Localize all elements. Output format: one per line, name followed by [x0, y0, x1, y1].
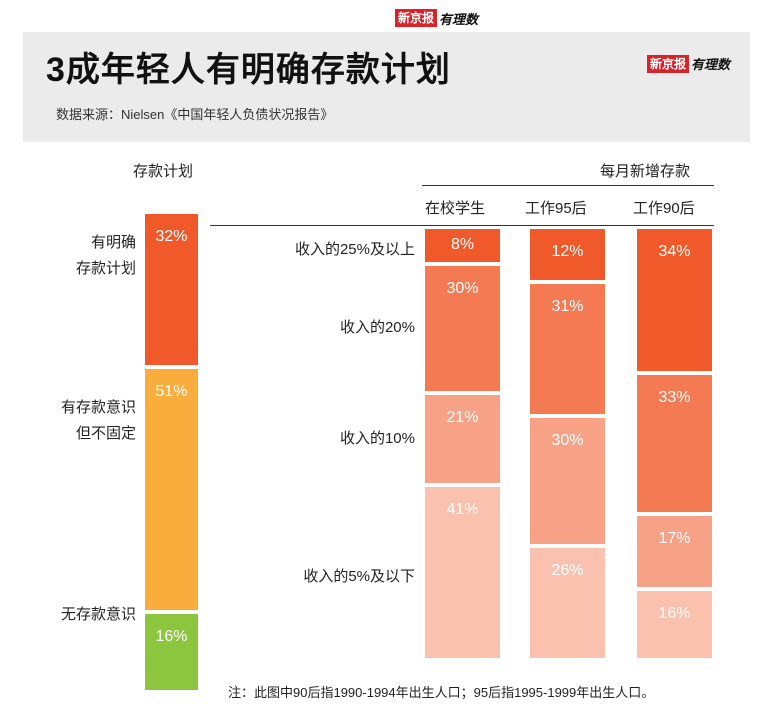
group-1-value-label-2: 30% [551, 432, 584, 450]
left-chart-heading: 存款计划 [133, 163, 194, 180]
group-label-2: 工作90后 [633, 200, 695, 217]
group-1-segment-2: 30% [530, 418, 605, 545]
brand-logo-script: 有理数 [439, 12, 479, 28]
group-1-segment-1: 31% [530, 283, 605, 415]
brand-logo-box: 新京报 [646, 54, 689, 73]
group-2-value-label-2: 17% [658, 530, 691, 548]
group-0-value-label-3: 41% [446, 501, 479, 519]
group-1-value-label-3: 26% [551, 562, 584, 580]
group-label-0: 在校学生 [425, 200, 486, 217]
right-chart-heading: 每月新增存款 [600, 163, 691, 180]
left-category-label-1: 有存款意识 但不固定 [36, 395, 136, 447]
left-bar-segment-0: 32% [145, 214, 198, 366]
left-bar-value-label-1: 51% [155, 383, 188, 401]
left-category-line: 有明确 [90, 234, 136, 251]
group-2-value-label-0: 34% [658, 243, 691, 260]
group-2-segment-1: 33% [637, 374, 712, 513]
group-0-segment-1: 30% [425, 266, 500, 392]
heading-rule [422, 185, 714, 186]
group-0-segment-2: 21% [425, 395, 500, 484]
group-1-value-label-0: 12% [551, 243, 584, 260]
brand-logo-box: 新京报 [395, 9, 438, 27]
group-2-value-label-1: 33% [658, 388, 691, 406]
left-category-line: 有存款意识 [60, 399, 136, 416]
brand-logo-script: 有理数 [690, 58, 730, 73]
group-1-segment-0: 12% [530, 229, 605, 280]
group-0-segment-0: 8% [425, 229, 500, 263]
group-0-value-label-0: 8% [450, 235, 475, 253]
data-source: 数据来源：Nielsen《中国年轻人负债状况报告》 [56, 107, 334, 122]
group-0-segment-3: 41% [425, 487, 500, 658]
group-1-segment-3: 26% [530, 548, 605, 658]
left-category-line: 但不固定 [75, 425, 136, 442]
brand-logo-header: 新京报 有理数 [646, 54, 730, 73]
page-title: 3成年轻人有明确存款计划 [46, 51, 451, 89]
left-category-label-0: 有明确 存款计划 [36, 230, 136, 282]
left-category-label-2: 无存款意识 [36, 603, 136, 624]
group-2-segment-3: 16% [637, 591, 712, 658]
left-bar-segment-1: 51% [145, 369, 198, 611]
group-2-value-label-3: 16% [658, 605, 691, 623]
level-label-0: 收入的25%及以上 [294, 241, 415, 258]
left-bar-value-label-0: 32% [155, 228, 188, 245]
left-bar-value-label-2: 16% [155, 628, 188, 646]
header-panel: 3成年轻人有明确存款计划 数据来源：Nielsen《中国年轻人负债状况报告》 新… [23, 32, 750, 142]
group-0-value-label-2: 21% [446, 409, 479, 427]
level-label-3: 收入的5%及以下 [303, 568, 415, 585]
left-bar-segment-2: 16% [145, 614, 198, 690]
group-rule [210, 225, 714, 226]
footnote: 注：此图中90后指1990-1994年出生人口；95后指1995-1999年出生… [228, 685, 655, 700]
brand-logo-top: 新京报 有理数 [395, 8, 478, 28]
left-category-line: 存款计划 [75, 260, 136, 277]
group-2-segment-2: 17% [637, 516, 712, 588]
group-label-1: 工作95后 [525, 200, 587, 217]
level-label-1: 收入的20% [339, 319, 415, 336]
level-label-2: 收入的10% [339, 430, 415, 447]
group-1-value-label-1: 31% [551, 297, 584, 315]
group-0-value-label-1: 30% [446, 280, 479, 298]
group-2-segment-0: 34% [637, 229, 712, 371]
left-category-line: 无存款意识 [60, 606, 136, 623]
